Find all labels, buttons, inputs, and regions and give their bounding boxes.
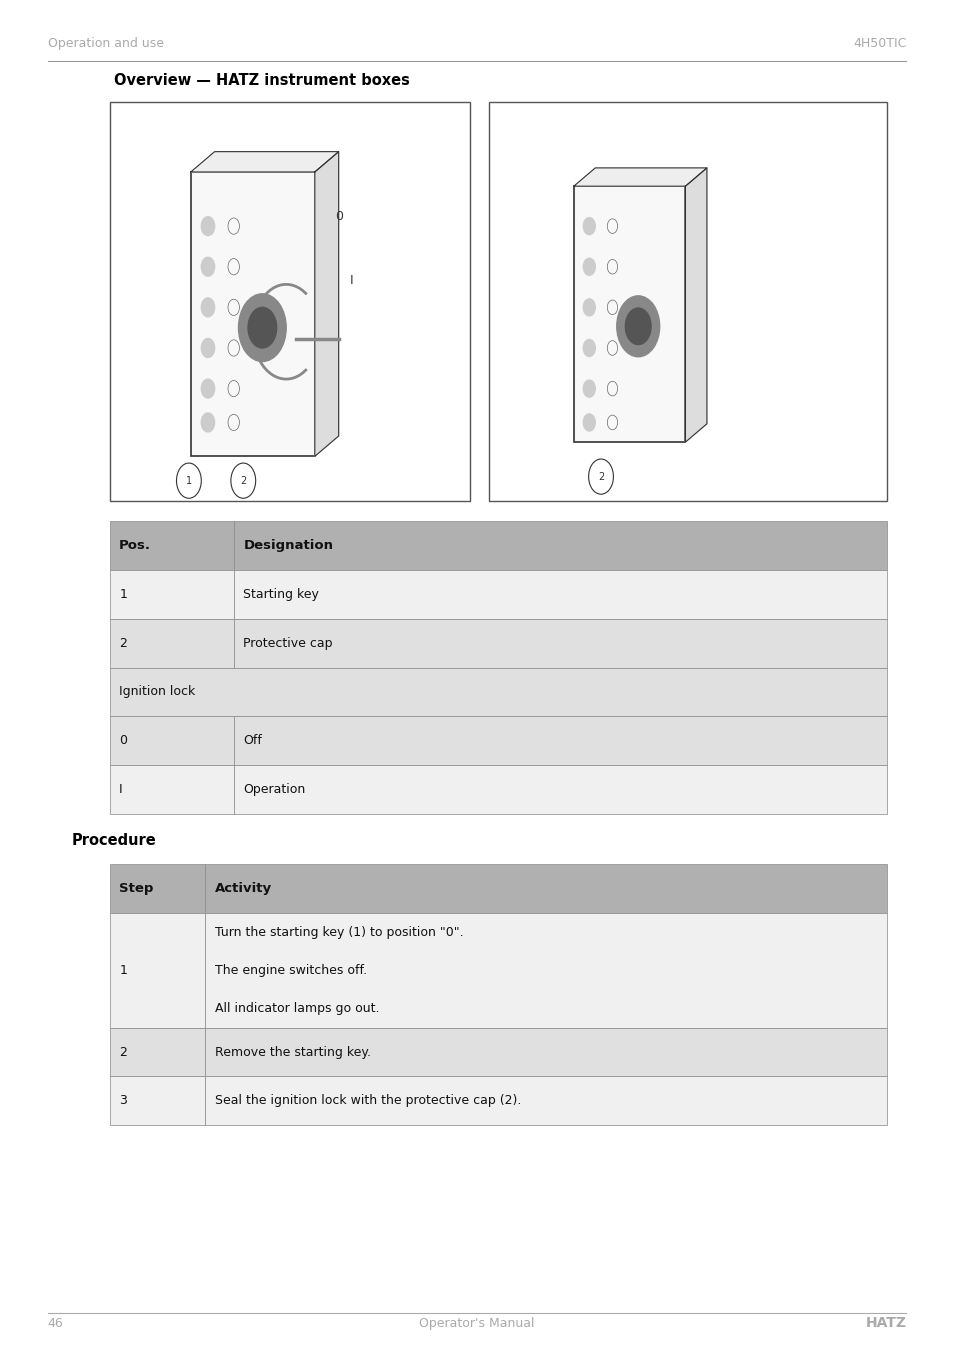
- FancyBboxPatch shape: [233, 765, 886, 814]
- FancyBboxPatch shape: [110, 570, 233, 619]
- Circle shape: [588, 459, 613, 494]
- Text: Turn the starting key (1) to position "0".: Turn the starting key (1) to position "0…: [214, 926, 463, 938]
- Text: 3: 3: [119, 1094, 127, 1108]
- FancyBboxPatch shape: [205, 1076, 886, 1125]
- FancyBboxPatch shape: [488, 102, 886, 501]
- FancyBboxPatch shape: [110, 913, 205, 1028]
- FancyBboxPatch shape: [233, 570, 886, 619]
- Circle shape: [201, 379, 214, 398]
- Circle shape: [616, 297, 659, 357]
- Circle shape: [201, 298, 214, 317]
- Text: Remove the starting key.: Remove the starting key.: [214, 1045, 371, 1059]
- Text: 1: 1: [119, 588, 127, 601]
- Circle shape: [582, 299, 595, 315]
- Text: Ignition lock: Ignition lock: [119, 685, 195, 699]
- Text: Step: Step: [119, 881, 153, 895]
- Text: Operation and use: Operation and use: [48, 37, 164, 50]
- Text: All indicator lamps go out.: All indicator lamps go out.: [214, 1002, 378, 1014]
- Text: 0: 0: [119, 734, 127, 747]
- FancyBboxPatch shape: [110, 1076, 205, 1125]
- FancyBboxPatch shape: [233, 521, 886, 570]
- Circle shape: [238, 294, 286, 362]
- FancyBboxPatch shape: [110, 765, 233, 814]
- FancyBboxPatch shape: [110, 619, 233, 668]
- Text: 0: 0: [335, 210, 342, 223]
- Text: 2: 2: [598, 471, 603, 482]
- Text: 1: 1: [119, 964, 127, 976]
- Text: 2: 2: [119, 636, 127, 650]
- FancyBboxPatch shape: [110, 716, 233, 765]
- FancyBboxPatch shape: [110, 521, 233, 570]
- Text: 46: 46: [48, 1316, 64, 1330]
- Circle shape: [582, 380, 595, 397]
- Text: Operation: Operation: [243, 783, 305, 796]
- Text: Procedure: Procedure: [71, 833, 156, 848]
- Polygon shape: [684, 168, 706, 441]
- Polygon shape: [191, 152, 338, 172]
- Text: Designation: Designation: [243, 539, 333, 552]
- Circle shape: [231, 463, 255, 498]
- Text: Starting key: Starting key: [243, 588, 319, 601]
- Circle shape: [582, 218, 595, 234]
- Text: Off: Off: [243, 734, 262, 747]
- Circle shape: [201, 413, 214, 432]
- Text: I: I: [349, 274, 353, 287]
- Circle shape: [582, 414, 595, 431]
- Circle shape: [176, 463, 201, 498]
- FancyBboxPatch shape: [110, 1028, 205, 1076]
- FancyBboxPatch shape: [110, 668, 886, 716]
- FancyBboxPatch shape: [205, 864, 886, 913]
- Text: Seal the ignition lock with the protective cap (2).: Seal the ignition lock with the protecti…: [214, 1094, 520, 1108]
- Text: HATZ: HATZ: [864, 1316, 905, 1330]
- FancyBboxPatch shape: [205, 1028, 886, 1076]
- Text: Pos.: Pos.: [119, 539, 152, 552]
- FancyBboxPatch shape: [110, 864, 205, 913]
- Text: I: I: [119, 783, 123, 796]
- Text: 1: 1: [186, 475, 192, 486]
- Circle shape: [201, 338, 214, 357]
- Circle shape: [625, 307, 651, 345]
- Text: 2: 2: [119, 1045, 127, 1059]
- Circle shape: [582, 340, 595, 356]
- FancyBboxPatch shape: [110, 102, 469, 501]
- Text: The engine switches off.: The engine switches off.: [214, 964, 366, 976]
- Circle shape: [248, 307, 276, 348]
- Text: 2: 2: [240, 475, 246, 486]
- Circle shape: [201, 257, 214, 276]
- FancyBboxPatch shape: [205, 913, 886, 1028]
- FancyBboxPatch shape: [233, 619, 886, 668]
- FancyBboxPatch shape: [233, 716, 886, 765]
- FancyBboxPatch shape: [574, 185, 684, 441]
- Text: Operator's Manual: Operator's Manual: [418, 1316, 535, 1330]
- FancyBboxPatch shape: [191, 172, 314, 456]
- Polygon shape: [314, 152, 338, 456]
- Circle shape: [201, 217, 214, 236]
- Text: 4H50TIC: 4H50TIC: [852, 37, 905, 50]
- Polygon shape: [574, 168, 706, 185]
- Text: Activity: Activity: [214, 881, 272, 895]
- Circle shape: [582, 259, 595, 275]
- Text: Overview — HATZ instrument boxes: Overview — HATZ instrument boxes: [114, 73, 410, 88]
- Text: Protective cap: Protective cap: [243, 636, 333, 650]
